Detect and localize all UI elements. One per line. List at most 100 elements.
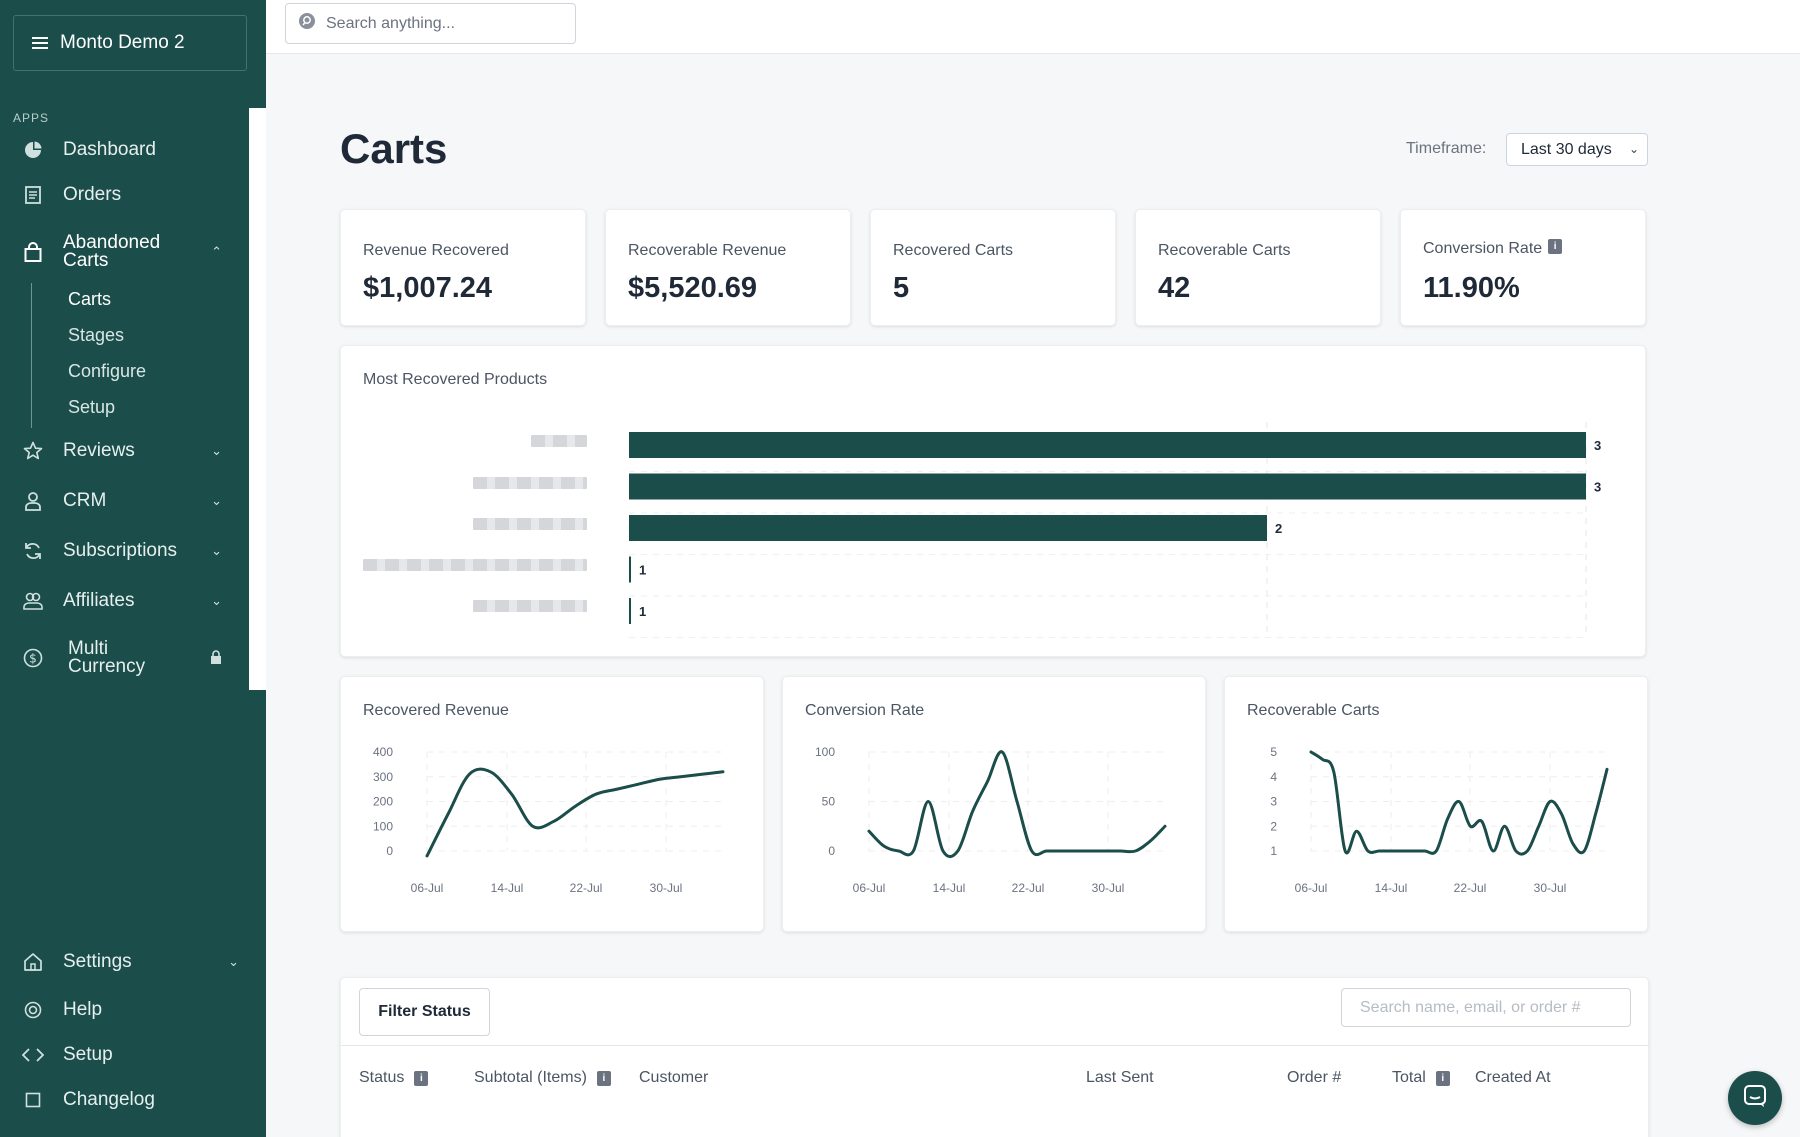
menu-icon	[32, 37, 48, 49]
bar-value-label: 2	[1275, 521, 1282, 536]
chevron-down-icon[interactable]: ⌄	[211, 443, 222, 458]
column-header-subtotal[interactable]: Subtotal (Items) i	[474, 1069, 611, 1087]
info-icon[interactable]: i	[1435, 1070, 1450, 1086]
table-search-input[interactable]	[1341, 988, 1631, 1027]
chat-button[interactable]	[1728, 1071, 1782, 1125]
bar-value-label: 1	[639, 563, 646, 578]
sidebar-subitem-carts[interactable]: Carts	[68, 289, 112, 309]
stat-label: Recovered Carts	[893, 242, 1014, 259]
page-title: Carts	[340, 125, 448, 172]
sidebar-item-orders[interactable]: Orders	[0, 183, 266, 207]
x-tick-label: 30-Jul	[650, 881, 683, 895]
sidebar-item-help[interactable]: Help	[0, 998, 266, 1022]
search-icon	[298, 12, 316, 35]
sidebar-subitem-configure[interactable]: Configure	[68, 361, 147, 381]
sidebar-subitem-setup[interactable]: Setup	[68, 397, 116, 417]
column-header-created-at[interactable]: Created At	[1475, 1069, 1551, 1087]
sidebar-subitem-stages[interactable]: Stages	[68, 325, 125, 345]
sidebar-item-affiliates[interactable]: Affiliates ⌄	[0, 589, 266, 613]
sidebar-item-reviews[interactable]: Reviews ⌄	[0, 439, 266, 463]
sidebar-item-changelog[interactable]: Changelog	[0, 1088, 266, 1112]
filter-status-button[interactable]: Filter Status	[359, 988, 490, 1036]
svg-text:$: $	[29, 652, 37, 666]
shopping-bag-icon	[22, 241, 44, 263]
blurred-product-label	[473, 477, 587, 489]
recovered-revenue-chart: 0 100 200 300 400 06-Jul 14-Jul 22-Jul 30-Jul	[373, 745, 725, 895]
blurred-product-label	[473, 518, 587, 530]
bar	[629, 556, 631, 583]
conversion-rate-card: Conversion Rate 0 50 100 06-Jul 14-Jul 22-Jul…	[782, 676, 1206, 932]
bar	[629, 515, 1267, 541]
column-header-label: Created At	[1475, 1069, 1551, 1086]
info-icon[interactable]: i	[596, 1070, 611, 1086]
sidebar-item-label: Subscriptions	[63, 540, 178, 561]
stat-value: 42	[1158, 272, 1191, 304]
info-icon[interactable]: i	[414, 1070, 429, 1086]
apps-section-label: APPS	[13, 111, 50, 125]
column-header-label: Customer	[639, 1069, 709, 1086]
recoverable-carts-chart: 1 2 3 4 5 06-Jul 14-Jul 22-Jul 30-Jul	[1270, 745, 1609, 895]
info-icon[interactable]: i	[1548, 239, 1563, 254]
y-tick-label: 400	[373, 745, 393, 759]
stat-label: Recoverable Carts	[1158, 242, 1291, 259]
sidebar: Monto Demo 2 APPS Dashboard Orders Aband…	[0, 0, 266, 1137]
y-tick-label: 3	[1270, 795, 1277, 809]
y-tick-label: 200	[373, 795, 393, 809]
x-tick-label: 06-Jul	[853, 881, 886, 895]
receipt-icon	[22, 184, 44, 206]
column-header-label: Status	[359, 1069, 405, 1086]
stat-card-recovered-carts: Recovered Carts 5	[870, 209, 1116, 326]
bar	[629, 473, 1586, 500]
column-header-label: Last Sent	[1086, 1069, 1154, 1086]
chevron-up-icon[interactable]: ⌃	[211, 244, 222, 259]
chart-title: Recoverable Carts	[1247, 702, 1380, 719]
series-line	[425, 767, 725, 858]
column-header-customer[interactable]: Customer	[639, 1069, 708, 1087]
sidebar-item-crm[interactable]: CRM ⌄	[0, 489, 266, 513]
y-tick-label: 100	[815, 745, 835, 759]
bar-value-label: 3	[1594, 480, 1601, 495]
sidebar-edge	[249, 108, 266, 690]
top-bar	[266, 0, 1800, 54]
global-search[interactable]	[285, 3, 576, 44]
bar	[629, 432, 1586, 458]
column-header-label: Order #	[1287, 1069, 1342, 1086]
sidebar-item-subscriptions[interactable]: Subscriptions ⌄	[0, 539, 266, 563]
sidebar-item-abandoned-carts[interactable]: Abandoned Carts ⌃	[0, 230, 266, 274]
column-header-status[interactable]: Status i	[359, 1069, 429, 1087]
column-header-total[interactable]: Total i	[1392, 1069, 1450, 1087]
series-line	[867, 750, 1167, 859]
store-switcher-button[interactable]: Monto Demo 2	[13, 15, 247, 71]
most-recovered-products-card: Most Recovered Products 3 3 2 1 1	[340, 345, 1646, 657]
chart-title: Recovered Revenue	[363, 702, 509, 719]
column-header-last-sent[interactable]: Last Sent	[1086, 1069, 1154, 1087]
sidebar-item-label: Help	[63, 999, 103, 1020]
x-tick-label: 22-Jul	[1454, 881, 1487, 895]
chevron-down-icon[interactable]: ⌄	[228, 954, 239, 969]
sidebar-item-multi-currency[interactable]: $ Multi Currency	[0, 636, 266, 680]
sidebar-item-label: Changelog	[63, 1089, 155, 1110]
chevron-down-icon[interactable]: ⌄	[211, 593, 222, 608]
stat-card-recoverable-revenue: Recoverable Revenue $5,520.69	[605, 209, 851, 326]
y-tick-label: 100	[373, 819, 393, 833]
y-tick-label: 0	[828, 844, 835, 858]
dollar-circle-icon: $	[22, 647, 44, 669]
chevron-down-icon[interactable]: ⌄	[211, 493, 222, 508]
y-tick-label: 50	[822, 795, 836, 809]
sidebar-item-setup[interactable]: Setup	[0, 1043, 266, 1067]
home-icon	[22, 951, 44, 973]
x-tick-label: 22-Jul	[1012, 881, 1045, 895]
sidebar-item-settings[interactable]: Settings ⌄	[0, 950, 266, 974]
timeframe-select[interactable]: Last 30 days ⌄	[1506, 133, 1648, 166]
search-input[interactable]	[326, 14, 566, 33]
sidebar-item-dashboard[interactable]: Dashboard	[0, 138, 266, 162]
y-tick-label: 1	[1270, 844, 1277, 858]
code-icon	[22, 1044, 44, 1066]
y-tick-label: 0	[386, 844, 393, 858]
chevron-down-icon[interactable]: ⌄	[211, 543, 222, 558]
column-header-order-number[interactable]: Order #	[1287, 1069, 1341, 1087]
y-tick-label: 300	[373, 770, 393, 784]
stat-label: Revenue Recovered	[363, 242, 509, 259]
lifebuoy-icon	[22, 999, 44, 1021]
stat-value: $5,520.69	[628, 272, 758, 304]
